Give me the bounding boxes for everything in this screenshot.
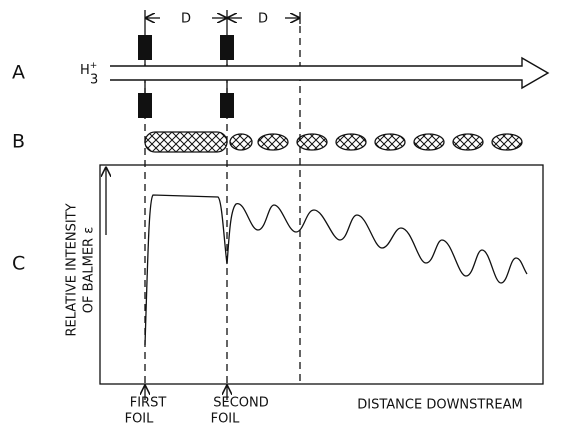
marker-label: FOIL xyxy=(211,412,241,427)
ion-bunches xyxy=(145,132,522,152)
row-label: B xyxy=(12,131,25,153)
row-label: A xyxy=(12,62,25,84)
y-axis-label: OF BALMER ε xyxy=(82,227,97,314)
beam-arrow xyxy=(110,58,548,88)
marker-label: FIRST xyxy=(130,396,167,411)
marker-label: FOIL xyxy=(125,412,155,427)
spacing-label: D xyxy=(258,12,268,27)
y-axis-label: RELATIVE INTENSITY xyxy=(65,203,80,336)
beam-symbol: H xyxy=(80,63,90,78)
plot-frame xyxy=(100,165,543,384)
spacing: D D xyxy=(145,10,300,28)
diagram: D D A H+ 3 B C RELATIVE INTENSITY OF BAL… xyxy=(0,0,564,427)
beam-subscript: 3 xyxy=(90,73,98,88)
row-label: C xyxy=(12,253,25,275)
beam-superscript: + xyxy=(90,61,98,71)
marker-label: SECOND xyxy=(213,396,269,411)
spacing-label: D xyxy=(181,12,191,27)
x-axis-label: DISTANCE DOWNSTREAM xyxy=(357,398,522,413)
intensity-curve xyxy=(145,195,527,345)
